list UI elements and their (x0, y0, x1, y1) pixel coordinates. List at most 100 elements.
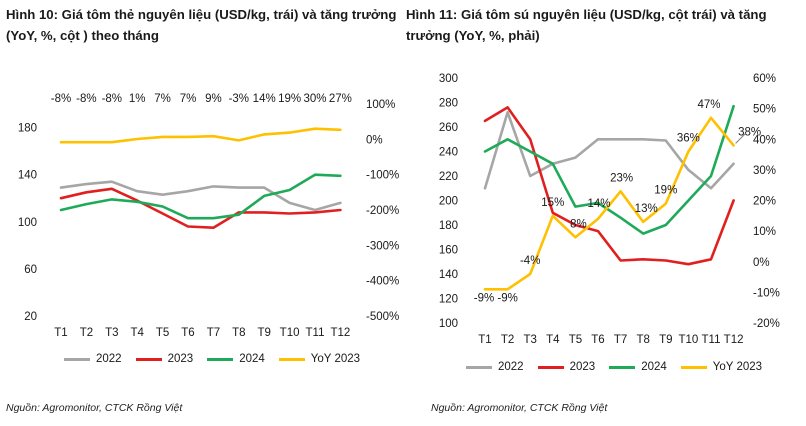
legend-label: YoY 2023 (310, 353, 361, 365)
y-right-tick-label: 60% (753, 73, 776, 85)
x-tick-label: T6 (181, 327, 194, 339)
legend-swatch (537, 365, 564, 369)
data-label: 13% (635, 203, 658, 215)
x-tick-label: T4 (546, 334, 560, 346)
y-left-tick-label: 240 (439, 147, 458, 159)
legend-item: 2023 (537, 361, 596, 373)
legend-label: 2024 (641, 361, 667, 373)
y-right-tick-label: -200% (366, 205, 399, 217)
legend-item: 2024 (609, 361, 667, 373)
data-label: -9% (497, 292, 517, 304)
legend-item: YoY 2023 (680, 361, 763, 373)
legend-item: 2024 (207, 353, 265, 365)
series-line-2022 (483, 111, 735, 190)
x-tick-label: T2 (501, 334, 514, 346)
y-right-tick-label: -300% (366, 240, 399, 252)
y-left-tick-label: 20 (24, 311, 37, 323)
legend-item: YoY 2023 (278, 353, 361, 365)
data-label: 8% (570, 218, 587, 230)
y-left-tick-label: 260 (439, 122, 458, 134)
data-label: -8% (51, 93, 71, 105)
y-left-tick-label: 180 (18, 123, 37, 135)
series-line-2023 (483, 106, 735, 266)
y-right-tick-label: 20% (753, 196, 776, 208)
data-label: 19% (278, 93, 301, 105)
y-left-tick-label: 140 (439, 269, 458, 281)
legend-item: 2023 (135, 353, 194, 365)
x-tick-label: T12 (330, 327, 350, 339)
data-label: 14% (587, 198, 610, 210)
legend-item: 2022 (64, 353, 122, 365)
data-label: 15% (541, 197, 564, 209)
data-label: 23% (610, 172, 633, 184)
x-tick-label: T11 (702, 334, 721, 346)
chart-legend: 2022 2023 2024 YoY 2023 (466, 361, 776, 373)
x-tick-label: T8 (232, 327, 245, 339)
data-label: 1% (129, 93, 146, 105)
y-right-tick-label: -100% (366, 170, 399, 182)
y-right-tick-label: 100% (366, 99, 395, 111)
series-line-2024 (59, 173, 342, 220)
x-tick-label: T5 (569, 334, 582, 346)
legend-swatch (466, 365, 492, 369)
y-left-tick-label: 100 (18, 217, 37, 229)
data-label: 38% (738, 126, 761, 138)
y-right-tick-label: -10% (753, 287, 780, 299)
x-tick-label: T3 (523, 334, 536, 346)
legend-swatch (207, 357, 234, 361)
series-line-yoy-2023 (59, 127, 342, 144)
y-right-tick-label: 10% (753, 226, 776, 238)
chart-source: Nguồn: Agromonitor, CTCK Rồng Việt (431, 402, 608, 414)
data-label: 36% (677, 133, 700, 145)
legend-label: 2023 (569, 361, 596, 373)
legend-label: 2022 (498, 361, 524, 373)
x-tick-label: T6 (591, 334, 604, 346)
legend-swatch (609, 365, 636, 369)
x-tick-label: T8 (636, 334, 649, 346)
x-tick-label: T9 (257, 327, 270, 339)
legend-label: 2024 (239, 353, 265, 365)
x-tick-label: T3 (105, 327, 118, 339)
data-label: -3% (229, 93, 249, 105)
series-line-yoy-2023 (483, 116, 735, 291)
chart-legend: 2022 2023 2024 YoY 2023 (64, 353, 374, 365)
y-left-tick-label: 280 (439, 98, 458, 110)
y-left-tick-label: 300 (439, 73, 458, 85)
x-tick-label: T4 (130, 327, 144, 339)
chart-title: Hình 11: Giá tôm sú nguyên liệu (USD/kg,… (406, 7, 767, 43)
x-tick-label: T12 (724, 334, 744, 346)
y-left-tick-label: 160 (439, 245, 458, 257)
legend-swatch (135, 357, 162, 361)
legend-label: 2023 (167, 353, 194, 365)
series-line-2024 (483, 104, 735, 235)
data-label: 7% (180, 93, 197, 105)
chart-svg: 100 120 140 160 180 200 220 240 260 280 300 -20% -10… (439, 73, 780, 346)
chart-panel-right: Hình 11: Giá tôm sú nguyên liệu (USD/kg,… (404, 0, 806, 426)
y-right-tick-label: -20% (753, 318, 780, 330)
x-tick-label: T2 (80, 327, 93, 339)
legend-swatch (278, 357, 305, 361)
y-right-tick-label: -400% (366, 276, 399, 288)
x-tick-label: T1 (478, 334, 491, 346)
y-right-tick-label: 40% (753, 134, 776, 146)
legend-swatch (64, 357, 90, 361)
y-right-tick-label: 0% (366, 134, 383, 146)
legend-label: YoY 2023 (712, 361, 763, 373)
chart-svg: 20 60 100 140 180 -500% -400% -300% -200% -100% 0%… (18, 93, 399, 339)
data-label: -4% (520, 255, 540, 267)
y-left-tick-label: 200 (439, 196, 458, 208)
y-left-tick-label: 60 (24, 264, 37, 276)
chart-title: Hình 10: Giá tôm thẻ nguyên liệu (USD/kg… (6, 7, 397, 43)
chart-panel-left: Hình 10: Giá tôm thẻ nguyên liệu (USD/kg… (6, 7, 399, 414)
y-right-tick-label: 0% (753, 257, 770, 269)
series-line-2023 (59, 187, 342, 229)
legend-swatch (680, 365, 707, 369)
legend-label: 2022 (96, 353, 122, 365)
data-label: 47% (697, 99, 720, 111)
y-left-tick-label: 180 (439, 220, 458, 232)
x-tick-label: T11 (306, 327, 325, 339)
x-tick-label: T1 (54, 327, 67, 339)
data-label: 19% (654, 185, 677, 197)
series-line-2022 (59, 180, 342, 212)
y-left-tick-label: 100 (439, 318, 458, 330)
